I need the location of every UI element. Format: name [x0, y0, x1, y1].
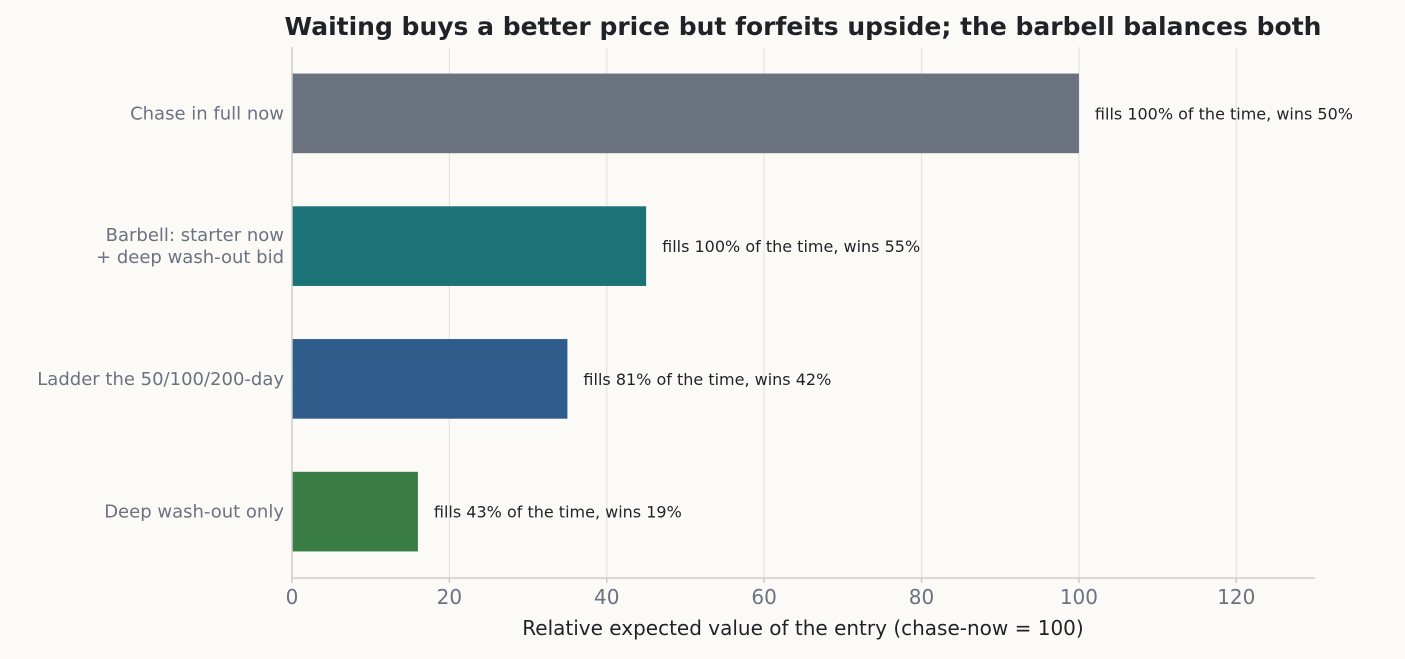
x-tick-label-20: 20 — [437, 585, 462, 609]
category-label-line: Chase in full now — [130, 103, 284, 124]
data-label-0: fills 100% of the time, wins 50% — [1095, 104, 1353, 123]
category-label-2: Ladder the 50/100/200-day — [37, 369, 284, 390]
category-label-1: Barbell: starter now + deep wash-out bid — [96, 225, 284, 268]
bar-0 — [292, 73, 1079, 154]
x-tick-label-40: 40 — [594, 585, 619, 609]
bar-2 — [292, 339, 568, 419]
x-tick-label-0: 0 — [286, 585, 299, 609]
x-axis-label: Relative expected value of the entry (ch… — [522, 616, 1083, 640]
category-label-line: + deep wash-out bid — [96, 247, 284, 268]
category-label-0: Chase in full now — [130, 103, 284, 124]
data-label-1: fills 100% of the time, wins 55% — [662, 237, 920, 256]
labels: 0 20 40 60 80 100 120 Chase in full now fills 10… — [37, 103, 1353, 609]
category-label-line: Ladder the 50/100/200-day — [37, 369, 284, 390]
category-label-3: Deep wash-out only — [104, 502, 284, 523]
axes — [291, 47, 1315, 583]
x-tick-label-120: 120 — [1217, 585, 1255, 609]
data-label-2: fills 81% of the time, wins 42% — [583, 370, 831, 389]
bars — [292, 73, 1079, 552]
x-tick-label-60: 60 — [751, 585, 776, 609]
category-label-line: Barbell: starter now — [106, 225, 284, 246]
bar-3 — [292, 471, 418, 552]
category-label-line: Deep wash-out only — [104, 502, 284, 523]
x-tick-label-80: 80 — [909, 585, 934, 609]
data-label-3: fills 43% of the time, wins 19% — [434, 503, 682, 522]
chart-title: Waiting buys a better price but forfeits… — [285, 12, 1322, 41]
bar-1 — [292, 206, 647, 286]
x-tick-label-100: 100 — [1060, 585, 1098, 609]
